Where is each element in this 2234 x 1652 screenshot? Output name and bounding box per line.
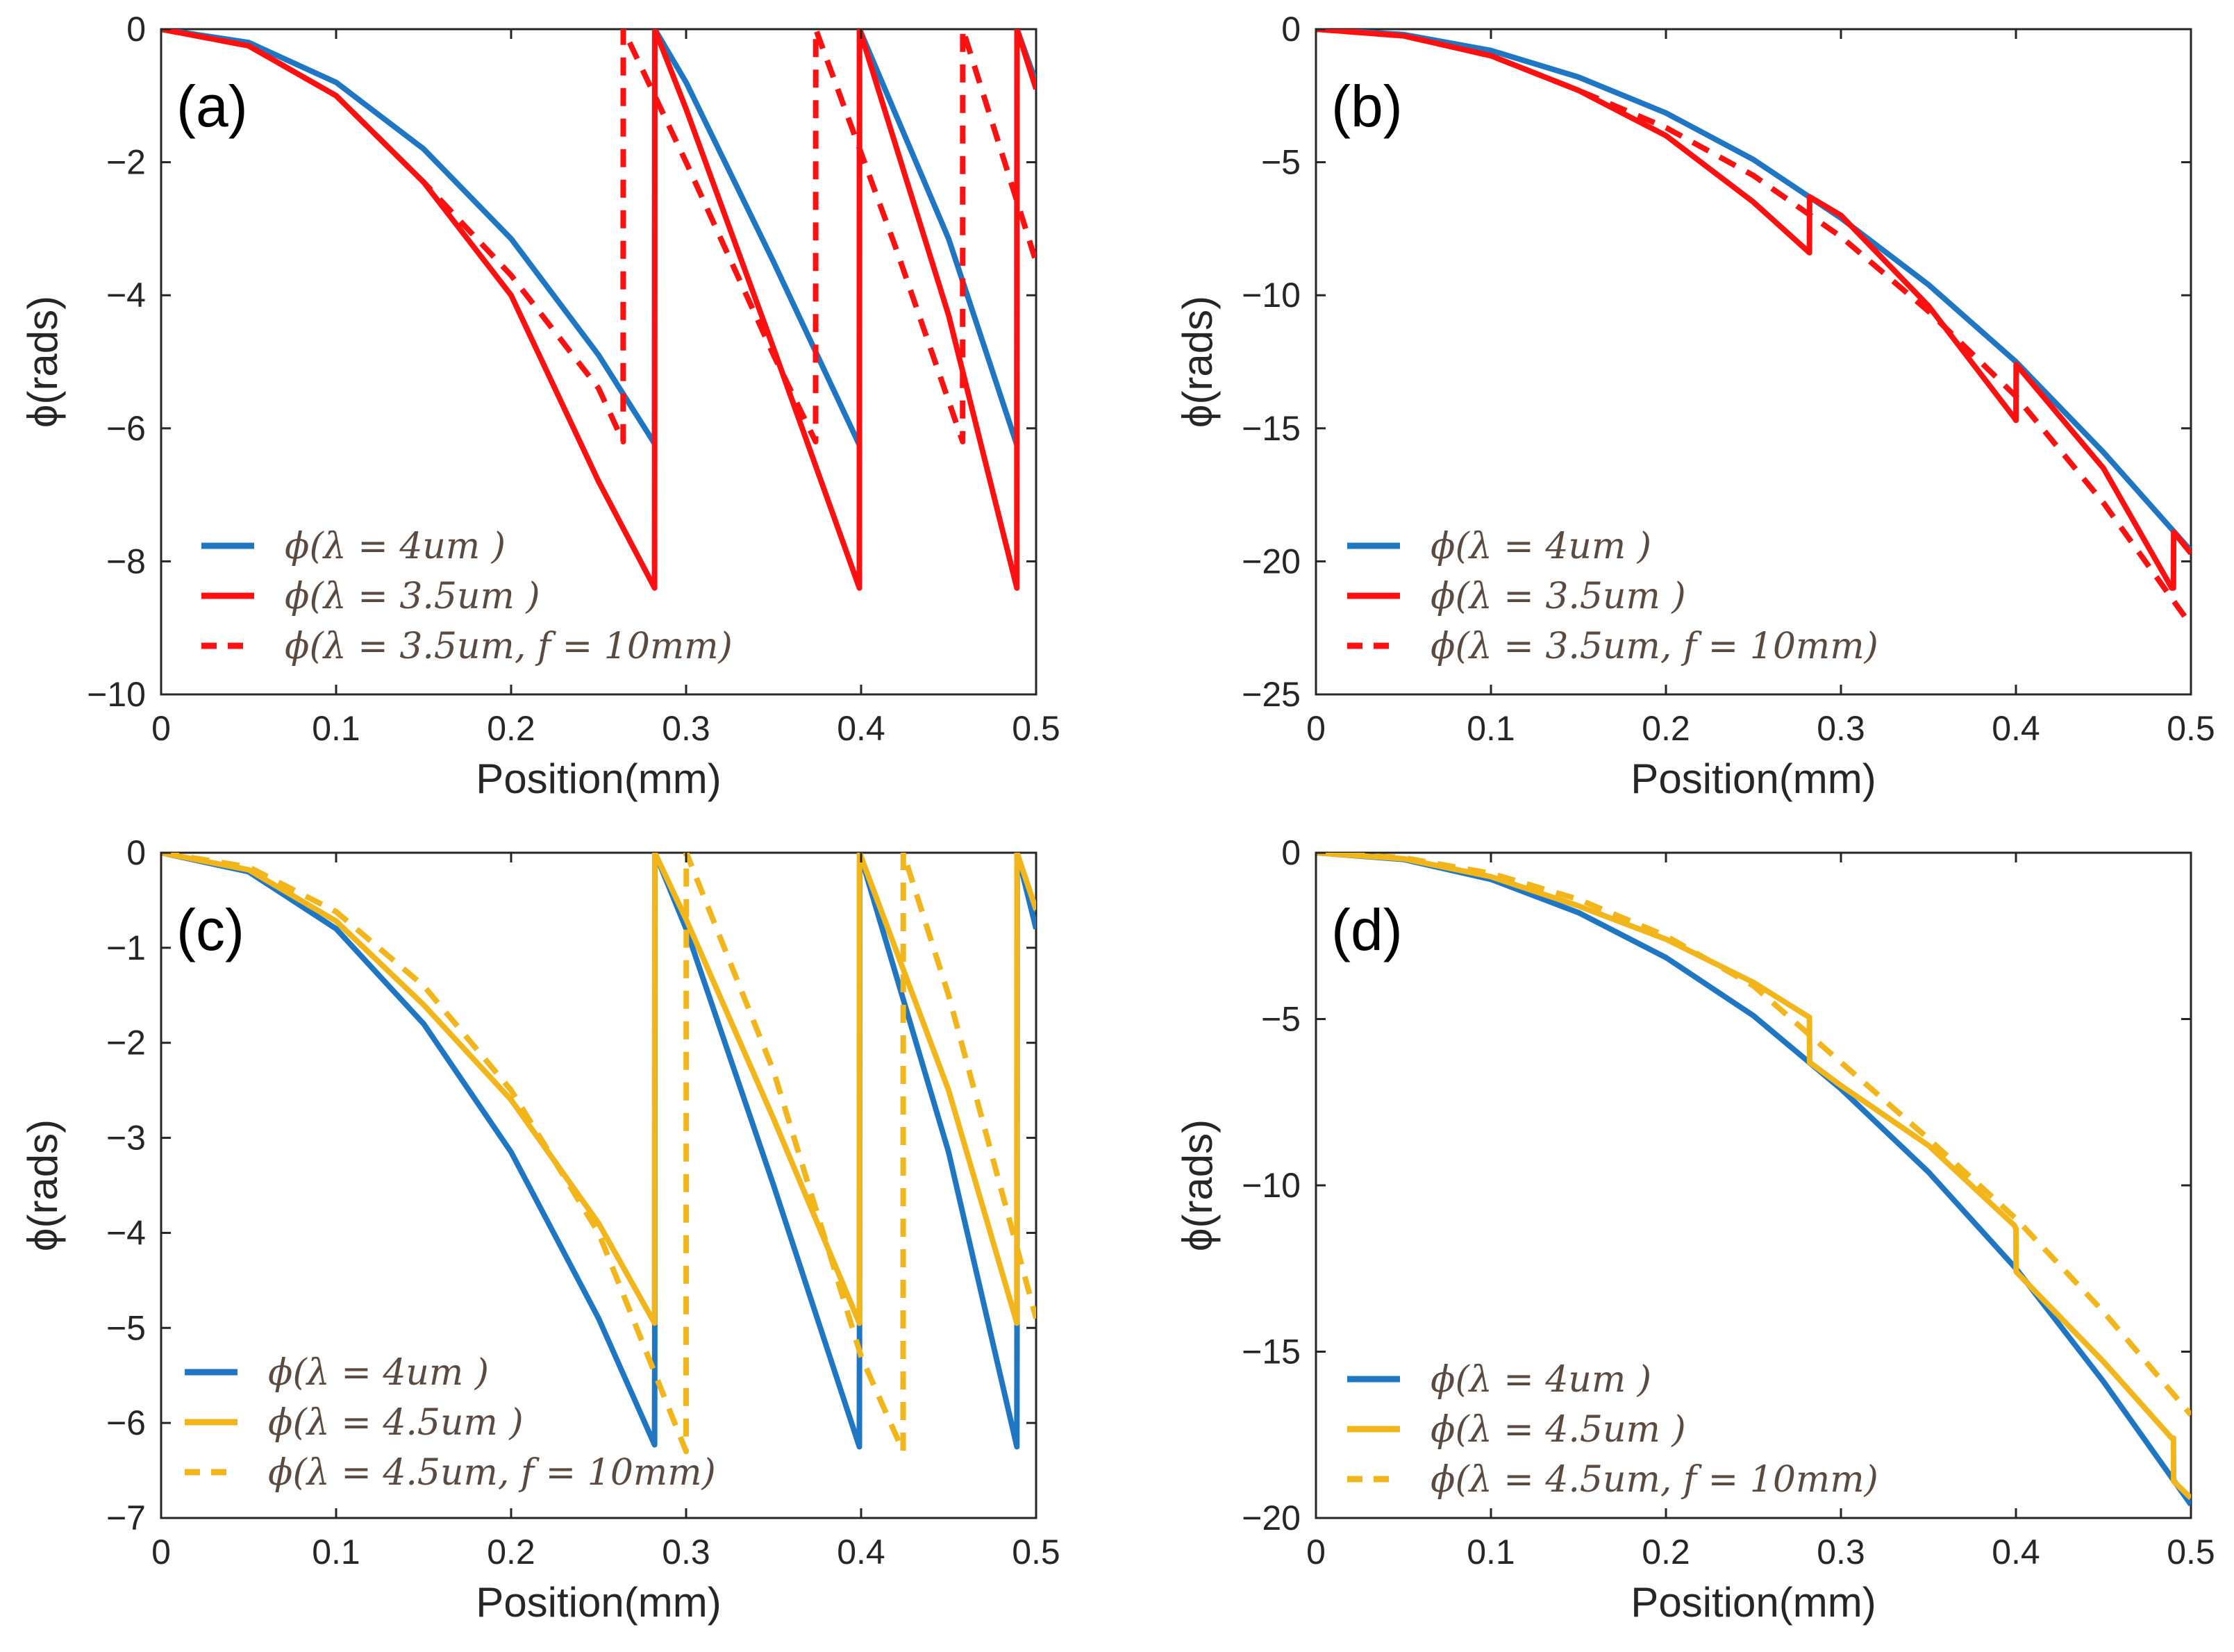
legend-entry-1: ϕ(λ = 4.5um ) [268,1402,524,1444]
y-tick-label: −10 [1242,276,1301,315]
y-tick-label: −15 [1242,409,1301,448]
series-line-1 [1316,853,2191,1501]
y-tick-label: −6 [106,1403,146,1442]
y-tick-label: −5 [1261,1000,1301,1039]
y-tick-label: −2 [106,1024,146,1062]
y-axis-label: ϕ(rads) [1174,296,1221,428]
x-tick-label: 0 [1306,709,1326,748]
y-tick-label: −1 [106,928,146,967]
panel-label: (c) [176,897,244,962]
x-tick-label: 0.4 [837,1533,885,1571]
panels: 0 0.1 0.2 0.3 0.4 0.5−10−8−6−4−20Position(mm)… [19,10,2215,1626]
legend-entry-1: ϕ(λ = 4.5um ) [1431,1409,1686,1451]
panel-label: (b) [1331,74,1403,139]
chart-panel-3: 0 0.1 0.2 0.3 0.4 0.5 −20 −15 −10 −5 0 Position(mm)… [1174,833,2215,1626]
legend-entry-0: ϕ(λ = 4um ) [1431,1359,1651,1401]
series-line-2 [161,853,1036,1455]
x-tick-label: 0.5 [2167,1533,2215,1571]
x-axis-label: Position(mm) [1631,756,1876,802]
series-line-0 [161,853,1036,1450]
legend: ϕ(λ = 4um ) ϕ(λ = 3.5um ) ϕ(λ = 3.5um, f =… [1347,526,1878,667]
legend-entry-0: ϕ(λ = 4um ) [1431,526,1651,567]
x-tick-label: 0.4 [1992,709,2040,748]
x-tick-label: 0.5 [1012,709,1060,748]
y-tick-label: −20 [1242,1499,1301,1537]
y-tick-label: −5 [1261,143,1301,182]
x-tick-label: 0.4 [1992,1533,2040,1571]
x-tick-label: 0.3 [1817,1533,1865,1571]
y-tick-label: −20 [1242,542,1301,581]
series-line-1 [161,853,1036,1326]
series-group [1316,29,2191,627]
x-axis-label: Position(mm) [1631,1579,1876,1626]
x-tick-label: 0.3 [662,1533,710,1571]
legend-entry-0: ϕ(λ = 4um ) [268,1352,489,1394]
y-tick-label: −8 [106,542,146,581]
y-tick-label: 0 [126,833,146,872]
legend-entry-1: ϕ(λ = 3.5um ) [1431,576,1686,617]
y-tick-label: 0 [1281,10,1301,49]
plot-area-frame [1315,851,2192,1519]
x-tick-label: 0.2 [487,709,535,748]
x-tick-label: 0.1 [1467,1533,1515,1571]
x-tick-label: 0.2 [1642,1533,1690,1571]
series-line-2 [161,29,1036,444]
x-tick-label: 0 [1306,1533,1326,1571]
y-tick-label: −6 [106,409,146,448]
series-group [1316,853,2191,1507]
legend: ϕ(λ = 4um ) ϕ(λ = 3.5um ) ϕ(λ = 3.5um, f =… [201,526,733,667]
plot-area-frame [1315,28,2192,696]
x-tick-label: 0.3 [662,709,710,748]
x-tick-label: 0.1 [312,1533,360,1571]
y-tick-label: −3 [106,1119,146,1158]
y-tick-label: −2 [106,143,146,182]
y-axis-label: ϕ(rads) [19,296,66,428]
panel-label: (d) [1331,897,1403,962]
y-tick-label: −4 [106,276,146,315]
legend-entry-2: ϕ(λ = 4.5um, f = 10mm) [1431,1459,1878,1501]
y-tick-label: −10 [87,675,146,714]
x-tick-label: 0.1 [1467,709,1515,748]
chart-panel-2: 0 0.1 0.2 0.3 0.4 0.5 −7 −6 −5 −4 −3 −2 −1 0 Position(… [19,833,1060,1626]
legend-entry-2: ϕ(λ = 3.5um, f = 10mm) [285,626,733,667]
y-tick-label: −10 [1242,1166,1301,1205]
y-tick-label: −15 [1242,1333,1301,1371]
chart-panel-0: 0 0.1 0.2 0.3 0.4 0.5 −10 −8 −6 −4 −2 0 Position(mm)… [19,10,1060,802]
series-group [161,853,1036,1455]
x-tick-label: 0.2 [1642,709,1690,748]
x-axis-label: Position(mm) [476,756,721,802]
y-tick-label: 0 [1281,833,1301,872]
chart-panel-1: 0 0.1 0.2 0.3 0.4 0.5 −25 −20 −15 −10 −5 0 Position(… [1174,10,2215,802]
legend: ϕ(λ = 4um ) ϕ(λ = 4.5um ) ϕ(λ = 4.5um, f =… [1347,1359,1878,1501]
y-tick-label: −4 [106,1213,146,1252]
legend-entry-1: ϕ(λ = 3.5um ) [285,576,540,617]
series-line-2 [1316,853,2191,1417]
series-line-0 [161,29,1036,448]
series-line-2 [1316,29,2191,627]
series-group [161,29,1036,591]
x-tick-label: 0.5 [1012,1533,1060,1571]
x-tick-label: 0.3 [1817,709,1865,748]
series-line-0 [1316,29,2191,553]
legend-entry-2: ϕ(λ = 3.5um, f = 10mm) [1431,626,1878,667]
plot-area-frame [160,28,1037,696]
x-tick-label: 0 [151,1533,171,1571]
y-axis-label: ϕ(rads) [19,1119,66,1251]
legend: ϕ(λ = 4um ) ϕ(λ = 4.5um ) ϕ(λ = 4.5um, f =… [185,1352,716,1494]
x-tick-label: 0.1 [312,709,360,748]
x-tick-label: 0 [151,709,171,748]
legend-entry-0: ϕ(λ = 4um ) [285,526,506,567]
x-tick-label: 0.4 [837,709,885,748]
x-axis-label: Position(mm) [476,1579,721,1626]
legend-entry-2: ϕ(λ = 4.5um, f = 10mm) [268,1452,716,1494]
x-tick-label: 0.2 [487,1533,535,1571]
x-tick-label: 0.5 [2167,709,2215,748]
y-axis-label: ϕ(rads) [1174,1119,1221,1251]
y-tick-label: −25 [1242,675,1301,714]
y-tick-label: −5 [106,1308,146,1347]
y-tick-label: 0 [126,10,146,49]
y-tick-label: −7 [106,1499,146,1537]
panel-label: (a) [176,74,248,139]
